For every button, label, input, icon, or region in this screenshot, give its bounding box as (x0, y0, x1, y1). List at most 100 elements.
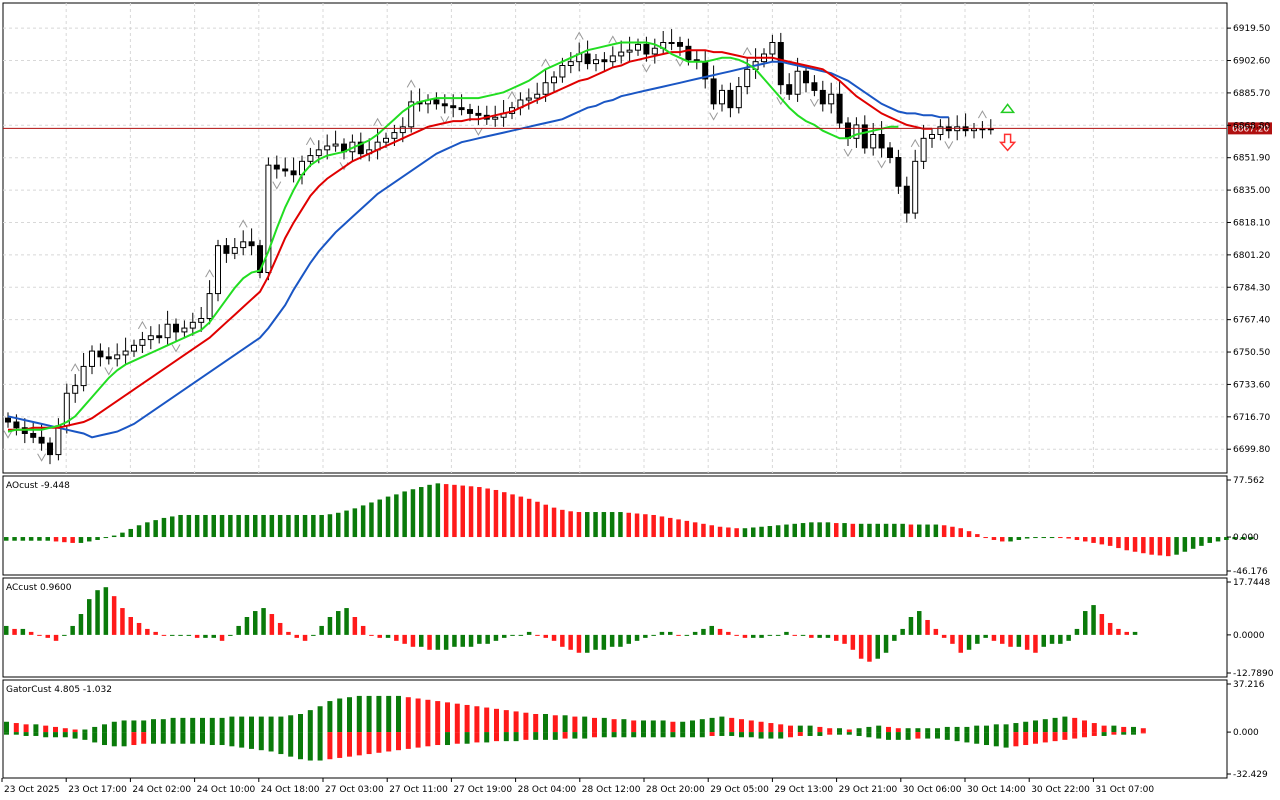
candle-body (131, 344, 137, 352)
gator-upper-bar (141, 720, 147, 733)
grid-lines (3, 3, 1227, 473)
candle-body (735, 86, 742, 109)
ao-bar (277, 514, 283, 538)
ao-bar (170, 516, 175, 538)
candle-body (870, 134, 877, 149)
gator-upper-bar (356, 695, 362, 733)
candle-body (248, 241, 255, 247)
price-tick-label: 6750.50 (1233, 348, 1270, 358)
ac-bar (385, 634, 391, 638)
ac-bar (684, 634, 690, 636)
x-tick-label: 28 Oct 12:00 (582, 785, 641, 795)
ac-bar (651, 634, 656, 636)
ac-bar (485, 634, 490, 644)
ac-bar (551, 634, 557, 641)
ao-bar (908, 524, 914, 538)
candle-body (794, 70, 801, 95)
gator-upper-bar (239, 716, 245, 733)
gator-upper-bar (621, 719, 627, 733)
gator-lower-bar (1033, 732, 1038, 744)
ac-bar (1099, 614, 1105, 635)
price-frame (2, 2, 1228, 474)
candle-body (30, 433, 37, 438)
gator-lower-bar (170, 732, 176, 744)
gator-lower-bar (396, 732, 401, 751)
ao-bar (194, 514, 200, 538)
gator-lower-bar (366, 732, 372, 755)
gator-upper-bar (405, 697, 411, 733)
ao-bar (1215, 537, 1221, 542)
gator-lower-bar (807, 732, 813, 736)
ac-bar (709, 625, 714, 635)
ao-bar (502, 492, 507, 538)
gator-lower-bar (474, 732, 480, 743)
candle-body (845, 122, 851, 139)
ao-bar (62, 537, 67, 543)
gator-upper-bar (151, 719, 156, 733)
gator-upper-bar (748, 720, 754, 733)
candle-body (265, 164, 272, 274)
ao-bar (1083, 537, 1088, 542)
ac-bar (908, 617, 914, 635)
ac-bar (136, 622, 142, 635)
gator-tick-label: 0.000 (1233, 728, 1259, 738)
ac-panel (4, 587, 1138, 662)
gator-upper-bar (111, 721, 117, 733)
ac-bar (219, 634, 225, 641)
candle-body (38, 436, 45, 444)
price-tick-label: 6767.40 (1233, 316, 1270, 326)
ao-bar (842, 523, 847, 538)
gator-upper-bar (690, 720, 695, 733)
ao-bar (1240, 537, 1246, 540)
candle-body (987, 128, 994, 131)
current-price-text: 6867.20 (1232, 124, 1269, 134)
candle-body (290, 170, 297, 176)
candle-body (492, 116, 499, 120)
gator-lower-bar (484, 732, 490, 743)
ac-bar (228, 634, 233, 636)
x-tick-label: 27 Oct 19:00 (453, 785, 512, 795)
gator-lower-bar (1042, 732, 1048, 743)
ao-bar (593, 512, 598, 538)
ac-bar (543, 634, 548, 638)
gator-lower-bar (739, 732, 744, 738)
ac-bar (294, 634, 299, 638)
gator-upper-bar (876, 725, 882, 733)
gator-lower-bar (219, 732, 225, 746)
gator-upper-bar (92, 726, 98, 733)
candle-body (240, 241, 247, 249)
ac-bar (419, 634, 424, 647)
ao-bar (203, 514, 208, 538)
gator-lower-bar (876, 732, 882, 739)
ac-bar (1066, 634, 1071, 641)
ac-bar (676, 634, 681, 636)
candle-body (895, 157, 902, 187)
ac-bar (1058, 634, 1063, 644)
ao-bar (136, 525, 142, 538)
gator-lower-bar (23, 732, 29, 736)
ao-bar (634, 513, 640, 538)
ac-bar (701, 628, 706, 635)
gator-upper-bar (523, 712, 529, 733)
alligator-red-line (8, 49, 932, 431)
ao-bar (1041, 537, 1046, 539)
ao-bar (1024, 537, 1030, 539)
ao-bar (1232, 537, 1237, 540)
ao-bar (427, 484, 432, 538)
gator-lower-bar (895, 732, 901, 740)
gator-lower-bar (856, 732, 862, 736)
ao-bar (834, 523, 839, 538)
ao-bar (336, 512, 341, 538)
gator-lower-bar (1072, 732, 1078, 739)
gator-upper-bar (474, 706, 480, 733)
gator-lower-bar (503, 732, 509, 742)
ao-bar (560, 509, 565, 538)
gator-lower-bar (43, 732, 49, 738)
gator-lower-bar (611, 732, 617, 738)
ao-bar (668, 517, 673, 538)
price-tick-label: 6885.70 (1233, 89, 1270, 99)
ao-bar (344, 510, 349, 538)
candle-body (89, 350, 95, 367)
gator-upper-bar (1121, 726, 1127, 733)
ao-bar (4, 537, 9, 541)
